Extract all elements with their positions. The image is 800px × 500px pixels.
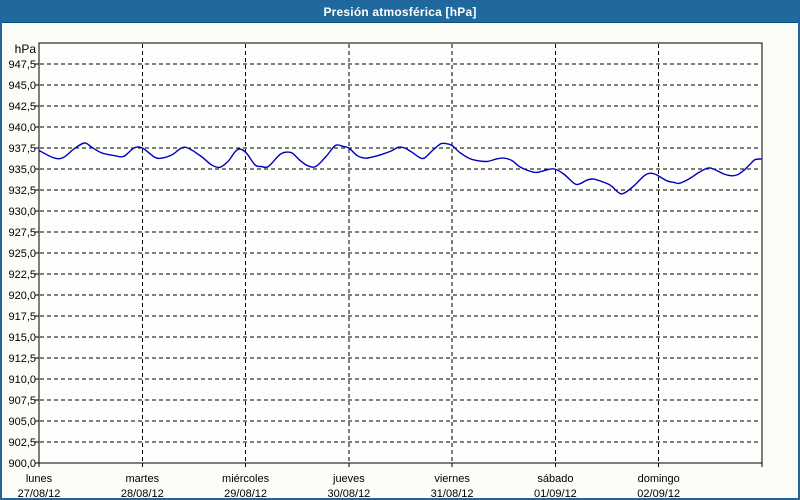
y-axis-tick-label: 922,5 [8,269,36,281]
x-axis-date-label: 01/09/12 [534,488,577,498]
y-axis-tick-label: 940,0 [8,122,36,134]
x-axis-date-label: 31/08/12 [431,488,474,498]
y-axis-tick-label: 945,0 [8,80,36,92]
x-axis-day-label: viernes [434,473,470,485]
y-axis-tick-label: 912,5 [8,353,36,365]
x-axis-day-label: martes [125,473,159,485]
y-axis-tick-label: 910,0 [8,374,36,386]
x-axis-day-label: jueves [332,473,365,485]
y-axis-tick-label: 917,5 [8,311,36,323]
y-axis-tick-label: 925,0 [8,248,36,260]
y-axis-tick-label: 915,0 [8,332,36,344]
title-bar: Presión atmosférica [hPa] [2,2,798,23]
y-axis-tick-label: 927,5 [8,227,36,239]
y-axis-tick-label: 935,0 [8,164,36,176]
pressure-chart: 947,5 945,0 942,5 940,0 937,5 935,0 932,5 930,0… [8,42,763,498]
x-axis-date-label: 28/08/12 [121,488,164,498]
y-axis-tick-label: 902,5 [8,437,36,449]
y-axis-tick-label: 930,0 [8,206,36,218]
y-axis-tick-label: 947,5 [8,59,36,71]
y-axis-tick-label: 920,0 [8,290,36,302]
x-axis-date-label: 27/08/12 [18,488,61,498]
x-axis-date-label: 02/09/12 [637,488,680,498]
y-axis-tick-label: 907,5 [8,395,36,407]
x-axis-day-label: sábado [537,473,573,485]
x-axis-day-label: miércoles [222,473,270,485]
pressure-line [38,142,762,195]
x-axis-day-label: domingo [638,473,680,485]
y-axis-unit-label: hPa [15,42,37,56]
window-title: Presión atmosférica [hPa] [323,5,477,19]
y-axis-tick-label: 942,5 [8,101,36,113]
x-axis-date-label: 29/08/12 [224,488,267,498]
x-axis-date-label: 30/08/12 [327,488,370,498]
x-axis-day-label: lunes [26,473,53,485]
y-axis-tick-label: 900,0 [8,458,36,470]
y-axis-tick-label: 937,5 [8,143,36,155]
y-axis-tick-label: 905,0 [8,416,36,428]
y-axis-tick-label: 932,5 [8,185,36,197]
